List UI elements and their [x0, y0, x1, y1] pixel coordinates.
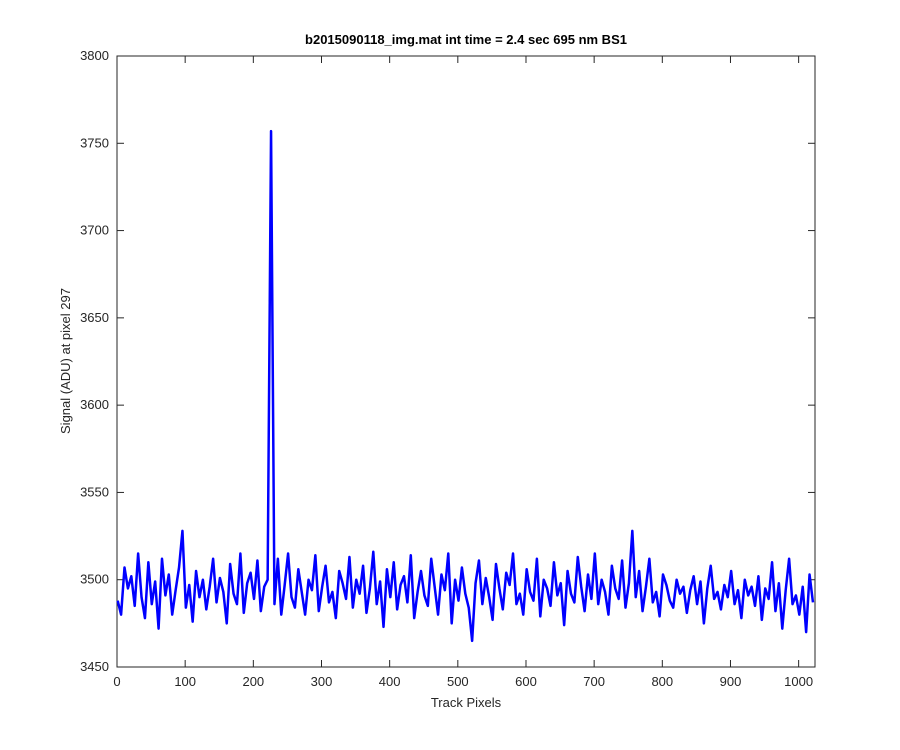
- y-tick-label: 3650: [80, 310, 109, 325]
- plot-frame: [116, 55, 816, 668]
- x-tick-label: 900: [720, 674, 742, 689]
- x-tick-label: 600: [515, 674, 537, 689]
- y-tick-label: 3750: [80, 135, 109, 150]
- x-tick-label: 700: [583, 674, 605, 689]
- x-tick-label: 100: [174, 674, 196, 689]
- x-tick-label: 400: [379, 674, 401, 689]
- y-tick-label: 3500: [80, 572, 109, 587]
- y-tick-label: 3550: [80, 484, 109, 499]
- x-tick-label: 500: [447, 674, 469, 689]
- x-tick-label: 200: [242, 674, 264, 689]
- chart-title: b2015090118_img.mat int time = 2.4 sec 6…: [305, 32, 627, 47]
- x-tick-label: 300: [311, 674, 333, 689]
- data-line: [116, 129, 815, 643]
- x-tick-label: 800: [651, 674, 673, 689]
- y-tick-label: 3600: [80, 397, 109, 412]
- y-tick-label: 3450: [80, 659, 109, 674]
- x-axis-label: Track Pixels: [431, 695, 502, 710]
- x-tick-label: 0: [113, 674, 120, 689]
- y-axis-label: Signal (ADU) at pixel 297: [58, 288, 73, 434]
- y-tick-label: 3800: [80, 48, 109, 63]
- x-tick-label: 1000: [784, 674, 813, 689]
- y-tick-label: 3700: [80, 223, 109, 238]
